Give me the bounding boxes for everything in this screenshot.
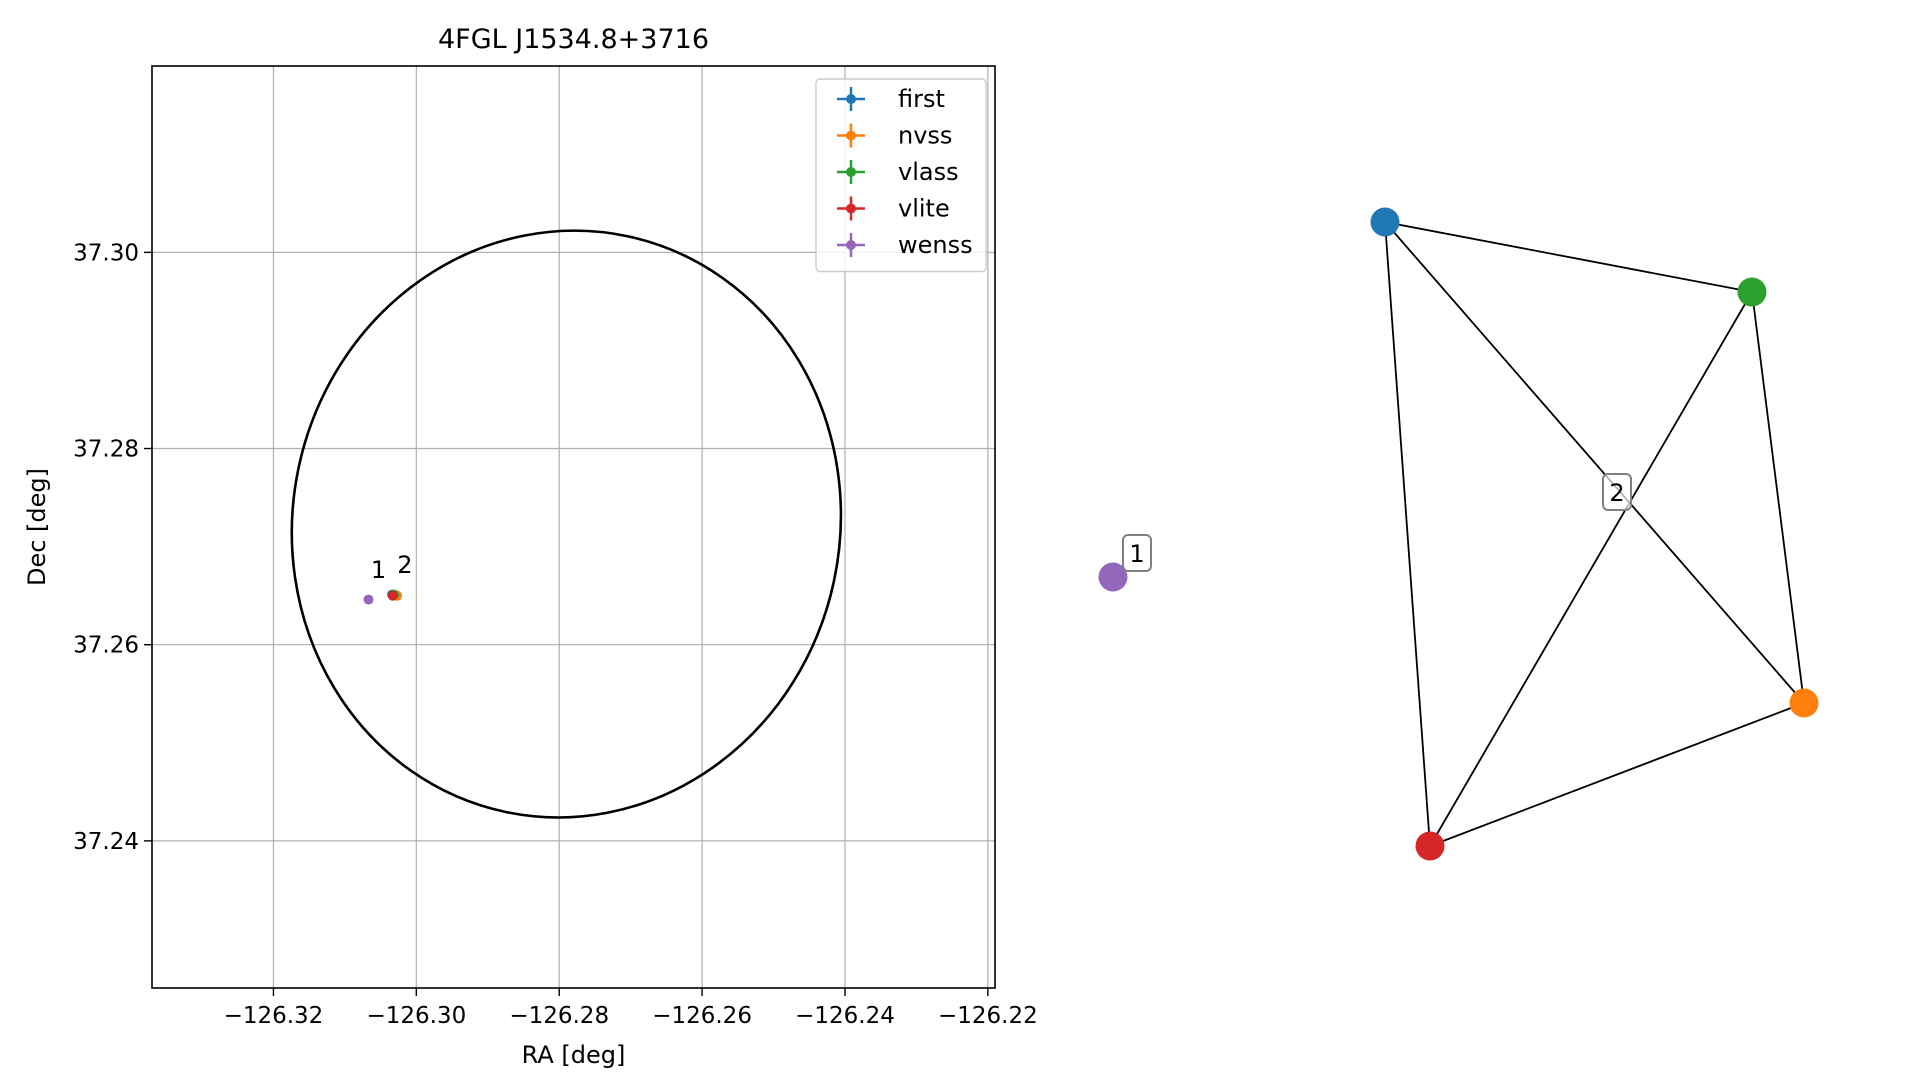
y-axis-label: Dec [deg] <box>23 468 51 586</box>
x-tick-label: −126.26 <box>652 1003 752 1029</box>
x-axis-label: RA [deg] <box>522 1041 626 1069</box>
y-tick-label: 37.30 <box>73 240 139 266</box>
plot-frame <box>151 65 996 989</box>
graph-edge <box>1384 221 1431 847</box>
cluster-label: 1 <box>1129 540 1144 568</box>
point-annotation: 1 <box>371 556 386 584</box>
legend-box <box>815 78 987 273</box>
scatter-panel: 1 2 −126.32 −126.30 −126.28 −126.26 −126.24 −12… <box>23 24 1038 1069</box>
y-tick-label: 37.24 <box>73 829 139 855</box>
legend-marker-dot-first <box>846 94 856 104</box>
legend-marker-dot-vlite <box>846 203 856 214</box>
legend-marker-dot-vlass <box>846 167 856 177</box>
graph-node-nvss <box>1789 688 1819 718</box>
legend-label-vlite: vlite <box>898 195 950 223</box>
legend-label-wenss: wenss <box>898 231 973 259</box>
x-tick-label: −126.22 <box>938 1003 1038 1029</box>
data-point-wenss <box>363 594 374 605</box>
cluster-label: 2 <box>1609 479 1624 507</box>
cluster-label-box <box>1602 473 1632 511</box>
graph-edge <box>1384 221 1753 293</box>
y-tick-label: 37.28 <box>73 437 139 463</box>
graph-node-wenss <box>1098 562 1128 592</box>
graph-edge <box>1429 291 1753 847</box>
legend-label-nvss: nvss <box>898 122 952 150</box>
legend-marker-dot-nvss <box>846 130 856 141</box>
legend-label-first: first <box>898 85 945 113</box>
x-tick-label: −126.24 <box>795 1003 895 1029</box>
graph-edge <box>1384 221 1805 704</box>
data-point-vlite <box>387 590 398 601</box>
error-ellipse <box>290 229 843 819</box>
x-tick-label: −126.30 <box>366 1003 466 1029</box>
graph-edge <box>1429 702 1805 847</box>
graph-node-first <box>1370 207 1400 237</box>
cluster-label-box <box>1122 534 1152 572</box>
legend-label-vlass: vlass <box>898 158 959 186</box>
point-annotation: 2 <box>397 551 412 579</box>
graph-edge <box>1751 291 1805 704</box>
x-tick-label: −126.28 <box>509 1003 609 1029</box>
graph-node-vlass <box>1737 277 1767 307</box>
y-tick-label: 37.26 <box>73 633 139 659</box>
chart-title: 4FGL J1534.8+3716 <box>438 24 709 55</box>
network-panel: 12 <box>1098 207 1819 861</box>
legend-marker-dot-wenss <box>846 240 856 250</box>
graph-node-vlite <box>1415 831 1445 861</box>
x-tick-label: −126.32 <box>224 1003 324 1029</box>
